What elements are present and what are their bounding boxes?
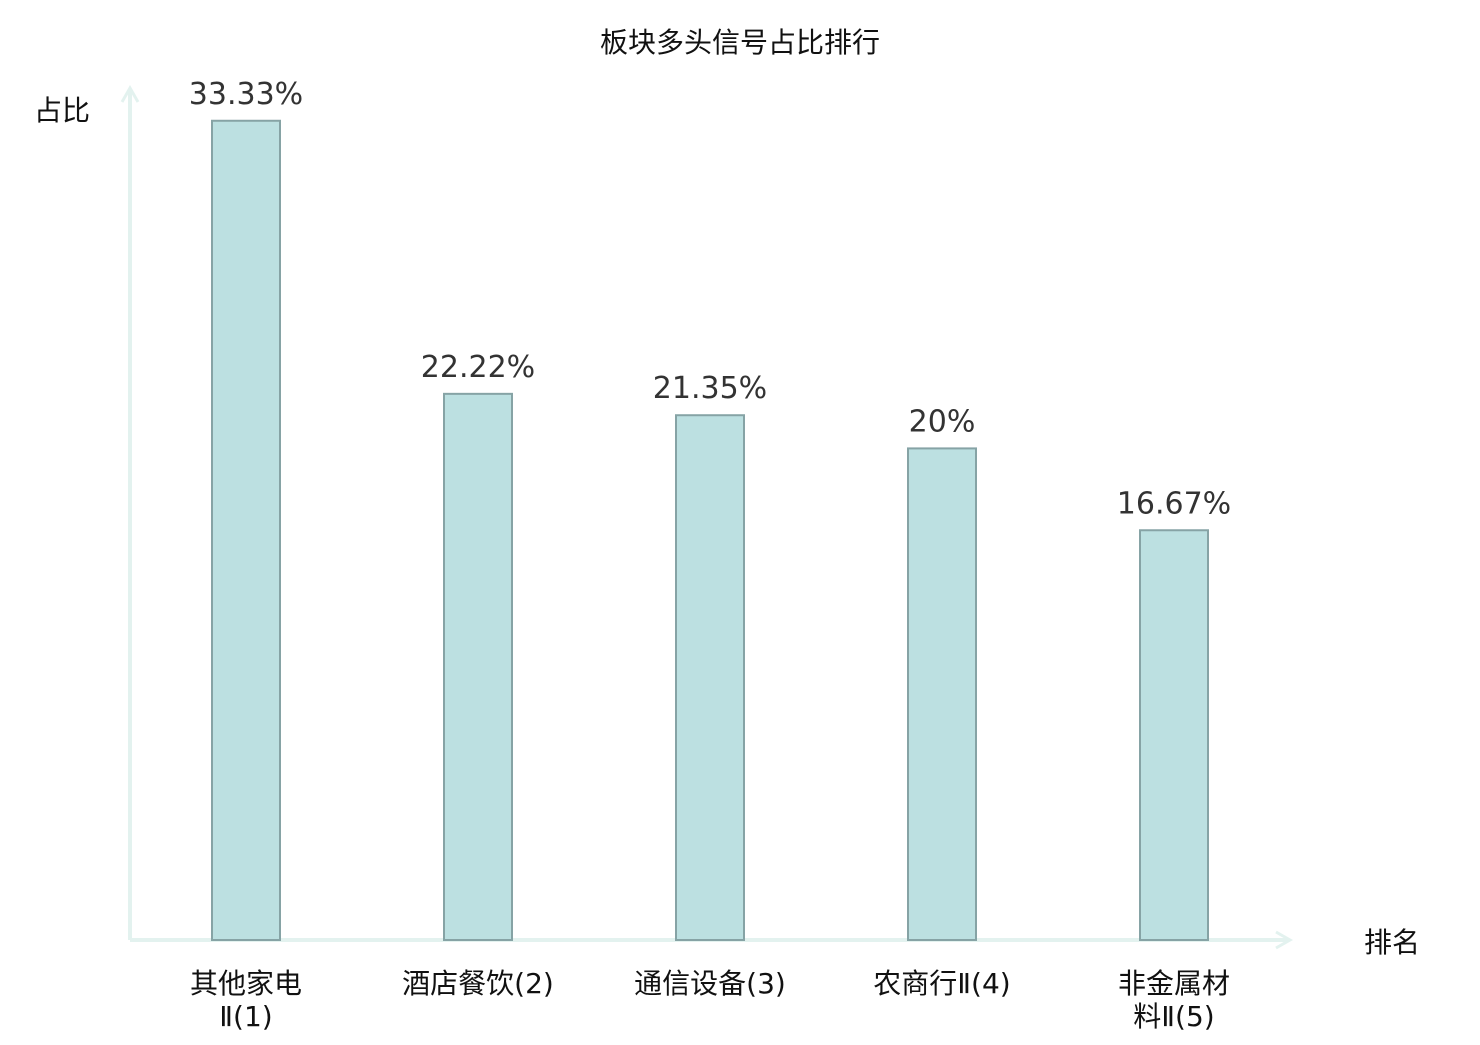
value-label-3: 21.35% xyxy=(653,371,767,406)
category-label-1-line-2: Ⅱ(1) xyxy=(219,1000,272,1033)
value-label-1: 33.33% xyxy=(189,77,303,112)
value-label-5: 16.67% xyxy=(1117,486,1231,521)
category-label-3-line-1: 通信设备(3) xyxy=(634,967,786,1000)
chart-title: 板块多头信号占比排行 xyxy=(600,26,880,59)
bar-4 xyxy=(907,447,977,941)
bar-3 xyxy=(675,414,745,941)
category-label-4-line-1: 农商行Ⅱ(4) xyxy=(873,967,1010,1000)
x-axis-label: 排名 xyxy=(1364,926,1420,959)
bar-5 xyxy=(1139,529,1209,941)
bar-2 xyxy=(443,392,513,941)
y-axis-label: 占比 xyxy=(34,94,90,127)
category-label-5-line-2: 料Ⅱ(5) xyxy=(1133,1000,1214,1033)
category-label-2-line-1: 酒店餐饮(2) xyxy=(402,967,554,1000)
value-label-4: 20% xyxy=(909,404,976,439)
bars-group xyxy=(211,119,1209,942)
value-labels-group: 33.33% 22.22% 21.35% 20% 16.67% xyxy=(189,77,1231,521)
value-label-2: 22.22% xyxy=(421,350,535,385)
category-label-1-line-1: 其他家电 xyxy=(190,967,302,1000)
category-label-5-line-1: 非金属材 xyxy=(1118,967,1230,1000)
bar-1 xyxy=(211,119,281,942)
